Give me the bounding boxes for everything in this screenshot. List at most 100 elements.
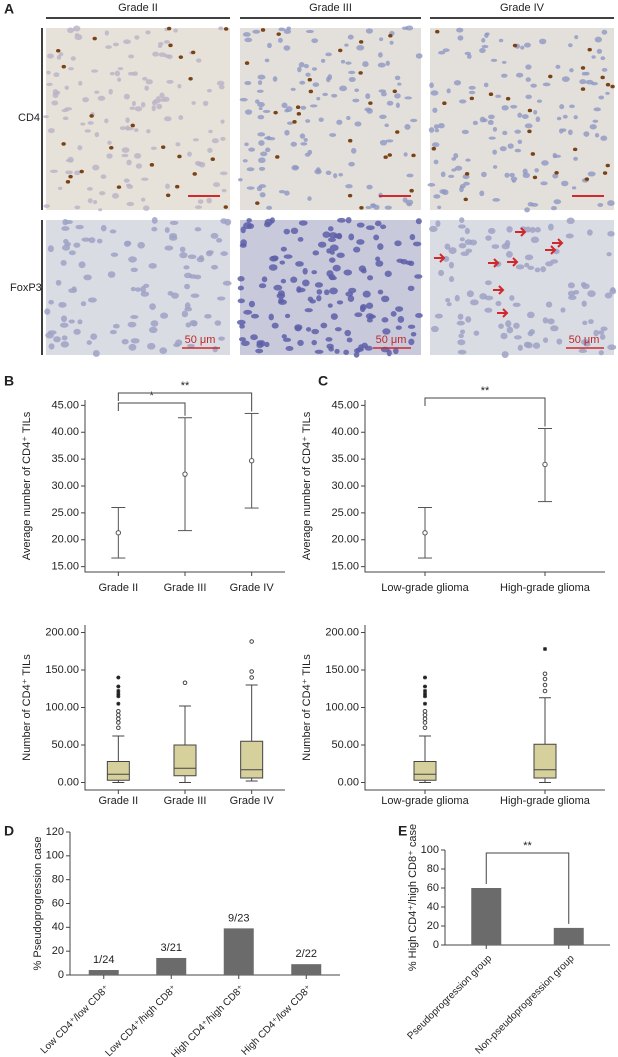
stained-cell <box>605 82 611 87</box>
cell <box>400 259 408 265</box>
cell <box>325 337 333 342</box>
cell <box>216 80 225 86</box>
cell <box>484 307 493 313</box>
cell <box>353 246 361 253</box>
cell <box>63 239 69 244</box>
cell <box>488 114 495 120</box>
cell <box>67 156 74 163</box>
cell <box>91 69 99 73</box>
stained-cell <box>109 145 114 150</box>
cell <box>164 227 170 233</box>
cell <box>506 226 513 233</box>
stained-cell <box>165 193 171 198</box>
cell <box>256 340 264 346</box>
arrow <box>493 285 505 295</box>
cell <box>479 293 488 300</box>
cell <box>240 226 246 234</box>
stained-cell <box>554 170 559 175</box>
x-tick-label: Grade III <box>164 795 207 807</box>
arrow <box>507 257 519 267</box>
cell <box>487 119 494 126</box>
cell <box>499 146 507 152</box>
cell <box>458 242 467 249</box>
cell <box>459 329 466 335</box>
cell <box>52 89 59 95</box>
cell <box>414 274 423 279</box>
box <box>106 761 130 781</box>
cell <box>158 52 167 57</box>
y-tick-label: 25.00 <box>331 507 359 519</box>
cell <box>51 100 59 106</box>
cell <box>394 75 401 81</box>
cell <box>580 281 587 288</box>
y-tick-label: 15.00 <box>51 561 79 573</box>
cell <box>123 93 130 100</box>
cell <box>556 338 563 345</box>
stained-cell <box>192 172 197 176</box>
cell <box>163 116 172 122</box>
cell <box>305 327 312 332</box>
cell <box>534 168 539 173</box>
stained-cell <box>188 76 193 81</box>
cell <box>597 330 605 335</box>
outlier <box>422 725 428 731</box>
cell <box>346 115 351 121</box>
cell <box>46 82 53 86</box>
cell <box>246 218 252 223</box>
cell <box>550 206 557 211</box>
cell <box>561 128 567 132</box>
cell <box>284 129 290 136</box>
column-header: Grade III <box>309 2 352 14</box>
cell <box>169 220 179 225</box>
cell <box>123 39 131 45</box>
cell <box>96 238 103 244</box>
cell <box>582 320 588 326</box>
cell <box>81 237 91 242</box>
cell <box>552 173 559 179</box>
cell <box>589 124 597 130</box>
mean-point <box>182 471 188 477</box>
cell <box>484 32 489 39</box>
cell <box>171 292 179 299</box>
cell <box>271 255 279 261</box>
extreme <box>423 692 427 696</box>
cell <box>479 190 485 197</box>
cell <box>550 325 559 332</box>
cell <box>524 123 533 129</box>
cell <box>255 348 264 354</box>
cell <box>121 147 130 153</box>
cell <box>107 271 116 278</box>
cell <box>327 237 336 243</box>
outlier <box>422 712 428 718</box>
cell <box>83 274 92 281</box>
cell <box>60 259 67 266</box>
outlier <box>116 725 121 731</box>
cell <box>191 320 198 327</box>
cell <box>299 133 306 139</box>
cell <box>384 205 392 210</box>
cell <box>448 276 455 283</box>
cell <box>153 98 161 104</box>
significance-label: ** <box>523 840 532 852</box>
cell <box>119 126 127 131</box>
cell <box>311 339 317 346</box>
y-axis-label: Average number of CD4⁺ TILs <box>301 411 313 560</box>
cell <box>325 170 332 176</box>
cell <box>336 300 344 305</box>
y-tick-label: 80 <box>427 863 439 875</box>
stained-cell <box>527 129 532 134</box>
stained-cell <box>244 61 250 65</box>
cell <box>93 200 98 205</box>
y-tick-label: 45.00 <box>331 399 359 411</box>
stained-cell <box>161 145 166 149</box>
cell <box>90 333 98 340</box>
cell <box>373 234 380 241</box>
y-tick-label: 50.00 <box>51 739 79 751</box>
cell <box>542 82 551 87</box>
cell <box>329 287 338 295</box>
cell <box>192 138 199 142</box>
y-tick-label: 20.00 <box>51 534 79 546</box>
cell <box>98 208 103 212</box>
cell <box>62 218 69 226</box>
cell <box>397 315 405 323</box>
